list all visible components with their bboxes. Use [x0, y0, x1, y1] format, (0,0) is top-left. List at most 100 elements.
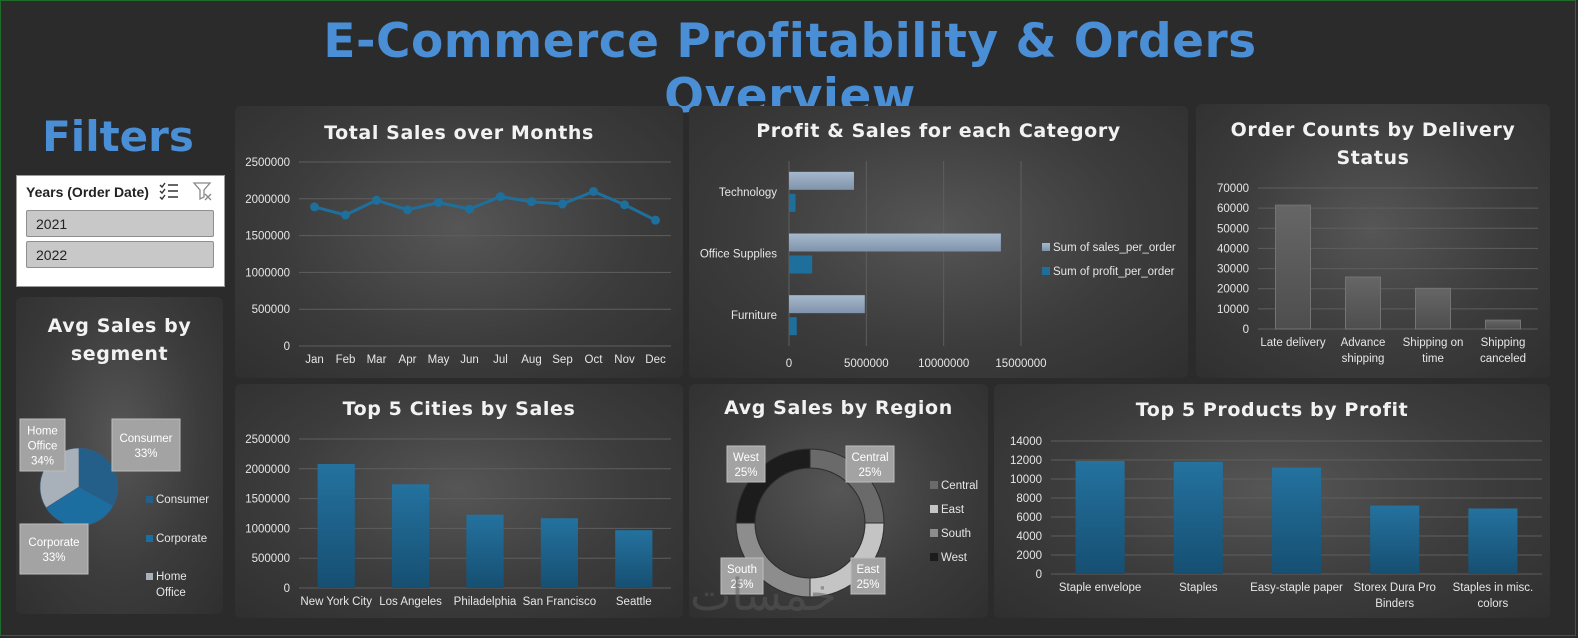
slicer-item-2021[interactable]: 2021 — [26, 210, 214, 237]
y-tick-label: 60000 — [1217, 203, 1249, 215]
segment-chart: Consumer 33% Corporate 33% Home Office 34% Cons… — [19, 418, 209, 599]
data-label-box — [111, 418, 181, 472]
x-tick-label-line-0: Los Angeles — [379, 596, 442, 608]
bar — [789, 233, 1001, 252]
y-tick-label: 0 — [284, 341, 290, 353]
y-tick-label: 4000 — [1016, 531, 1042, 543]
chart-title-delivery: Order Counts by Delivery Status — [1230, 119, 1516, 169]
y-tick-label: 30000 — [1217, 264, 1249, 276]
bar — [1345, 276, 1381, 330]
data-point — [527, 197, 536, 207]
bar — [392, 484, 430, 588]
slicer-header: Years (Order Date) — [26, 184, 149, 200]
data-label-box — [726, 445, 766, 483]
series-line — [314, 189, 657, 222]
y-tick-label: 1500000 — [245, 494, 290, 506]
x-tick-label-line-1: Binders — [1375, 598, 1414, 610]
legend-swatch — [146, 573, 153, 580]
data-label-line-1: 25% — [734, 467, 757, 479]
data-point — [341, 210, 350, 220]
slicer-item-2022[interactable]: 2022 — [26, 241, 214, 268]
data-label-line-1: 33% — [42, 552, 65, 564]
legend-label: Sum of profit_per_order — [1053, 266, 1175, 278]
bar — [789, 193, 796, 212]
chart-title-region: Avg Sales by Region — [724, 397, 953, 419]
x-tick-label-line-1: shipping — [1342, 353, 1385, 365]
bar — [789, 317, 797, 336]
data-label-line-0: Home — [27, 426, 58, 438]
x-tick-label-line-1: time — [1422, 353, 1444, 365]
bar — [540, 518, 578, 588]
y-tick-label: 2000 — [1016, 550, 1042, 562]
data-label-line-0: Central — [851, 452, 888, 464]
x-tick-label-line-0: Apr — [399, 354, 417, 366]
y-tick-label: 2000000 — [245, 464, 290, 476]
x-tick-label-line-0: Jul — [493, 354, 508, 366]
x-tick-label-line-0: Jan — [305, 354, 324, 366]
x-tick-label: 0 — [786, 358, 792, 370]
bar — [1275, 204, 1311, 330]
chart-title-monthly: Total Sales over Months — [324, 122, 594, 144]
watermark-logo: خمسات — [690, 570, 837, 621]
x-tick-label-line-0: Oct — [585, 354, 604, 366]
y-tick-label: 12000 — [1010, 455, 1042, 467]
data-label-line-1: 33% — [134, 448, 157, 460]
legend-swatch — [146, 496, 153, 503]
data-label-line-0: West — [733, 452, 760, 464]
doughnut-slice — [735, 448, 811, 524]
y-tick-label: 20000 — [1217, 284, 1249, 296]
legend-swatch — [930, 529, 938, 537]
delivery-chart: 0 10000 20000 30000 40000 50000 60000 70000 Late… — [1217, 183, 1538, 365]
y-tick-label: 8000 — [1016, 493, 1042, 505]
y-tick-label: 2500000 — [245, 434, 290, 446]
y-tick-label: 2000000 — [245, 194, 290, 206]
data-point — [589, 186, 598, 196]
chart-title-products: Top 5 Products by Profit — [1135, 399, 1409, 421]
x-tick-label: 10000000 — [918, 358, 969, 370]
data-point — [465, 204, 474, 214]
y-category-label: Furniture — [731, 310, 777, 322]
data-label-box — [720, 557, 764, 595]
y-tick-label: 1000000 — [245, 523, 290, 535]
x-tick-label-line-0: Shipping — [1481, 337, 1526, 349]
data-label-line-0: Consumer — [119, 433, 172, 445]
data-point — [620, 200, 629, 210]
y-tick-label: 2500000 — [245, 157, 290, 169]
y-category-label: Office Supplies — [700, 249, 777, 261]
cities-chart: 0 500000 1000000 1500000 2000000 2500000 New Y… — [245, 434, 671, 608]
panel-delivery: Order Counts by Delivery Status 0 10000 20… — [1196, 104, 1550, 378]
x-tick-label-line-0: Philadelphia — [454, 596, 517, 608]
legend-label: South — [941, 528, 971, 540]
x-tick-label-line-0: Staples in misc. — [1453, 582, 1534, 594]
region-chart: Central 25% East 25% South 25% West 25% Central E… — [720, 445, 978, 598]
clear-filter-icon[interactable] — [192, 180, 214, 202]
bar — [789, 171, 854, 190]
x-tick-label-line-0: Seattle — [616, 596, 652, 608]
legend-label: Central — [941, 480, 978, 492]
legend-label: Sum of sales_per_order — [1053, 242, 1176, 254]
data-label-line-1: 25% — [730, 579, 753, 591]
legend-label: East — [941, 504, 965, 516]
monthly-sales-chart: 0 500000 1000000 1500000 2000000 2500000 Jan Fe… — [245, 157, 671, 366]
y-tick-label: 0 — [1036, 569, 1042, 581]
filters-title: Filters — [42, 112, 194, 161]
panel-cities: Top 5 Cities by Sales 0 500000 1000000 1500… — [235, 384, 683, 618]
data-label-box — [19, 418, 66, 472]
y-tick-label: 1000000 — [245, 267, 290, 279]
data-point — [372, 195, 381, 205]
multi-select-icon[interactable] — [158, 180, 180, 202]
x-tick-label-line-0: New York City — [300, 596, 372, 608]
legend-swatch — [1042, 267, 1050, 275]
x-tick-label-line-0: Nov — [614, 354, 635, 366]
year-slicer[interactable]: Years (Order Date) 2021 2022 — [16, 175, 225, 287]
bar — [789, 295, 865, 314]
x-tick-label-line-1: colors — [1478, 598, 1509, 610]
data-point — [310, 202, 319, 212]
panel-category: Profit & Sales for each Category 0 500000… — [689, 106, 1188, 378]
data-label-line-1: 25% — [856, 579, 879, 591]
x-tick-label-line-0: Storex Dura Pro — [1353, 582, 1435, 594]
x-tick-label-line-0: Staple envelope — [1059, 582, 1141, 594]
data-label-line-0: East — [856, 564, 880, 576]
data-label-line-0: Corporate — [28, 537, 79, 549]
